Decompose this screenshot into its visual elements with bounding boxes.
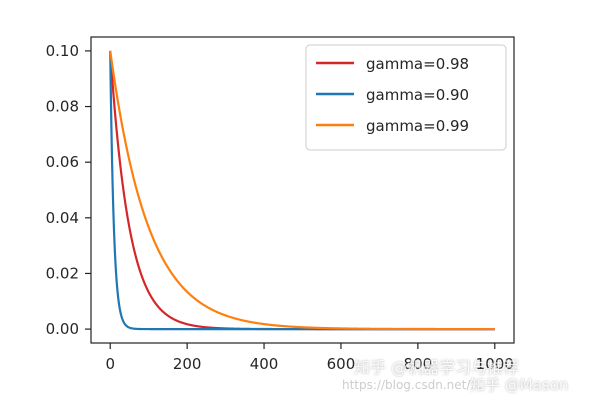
y-tick-label: 0.08 [46, 98, 79, 116]
x-tick-label: 0 [105, 355, 115, 373]
y-tick-label: 0.02 [46, 264, 79, 282]
watermark-text-3: 知乎 @Mason [470, 376, 569, 394]
legend-label: gamma=0.99 [366, 117, 469, 135]
x-axis-ticks: 0 200 400 600 800 1000 [105, 343, 514, 373]
y-tick-label: 0.00 [46, 320, 79, 338]
y-tick-label: 0.06 [46, 153, 79, 171]
y-tick-label: 0.10 [46, 42, 79, 60]
y-tick-label: 0.04 [46, 209, 79, 227]
series-line-gamma-0-99 [109, 50, 495, 331]
series-lines [109, 50, 495, 331]
legend-box [305, 44, 507, 151]
legend-label: gamma=0.98 [366, 55, 469, 73]
y-axis-ticks: 0.00 0.02 0.04 0.06 0.08 0.10 [46, 42, 91, 338]
x-tick-label: 600 [327, 355, 356, 373]
x-tick-label: 200 [173, 355, 202, 373]
x-tick-label: 400 [250, 355, 279, 373]
x-tick-label: 1000 [476, 355, 514, 373]
plot-frame [90, 36, 515, 344]
watermark-text-2: https://blog.csdn.net/... [342, 378, 482, 392]
legend-label: gamma=0.90 [366, 86, 469, 104]
watermark-text-1: 知乎 @机器学习与推荐 [354, 358, 520, 377]
x-tick-label: 800 [404, 355, 433, 373]
legend: gamma=0.98 gamma=0.90 gamma=0.99 [305, 44, 507, 151]
